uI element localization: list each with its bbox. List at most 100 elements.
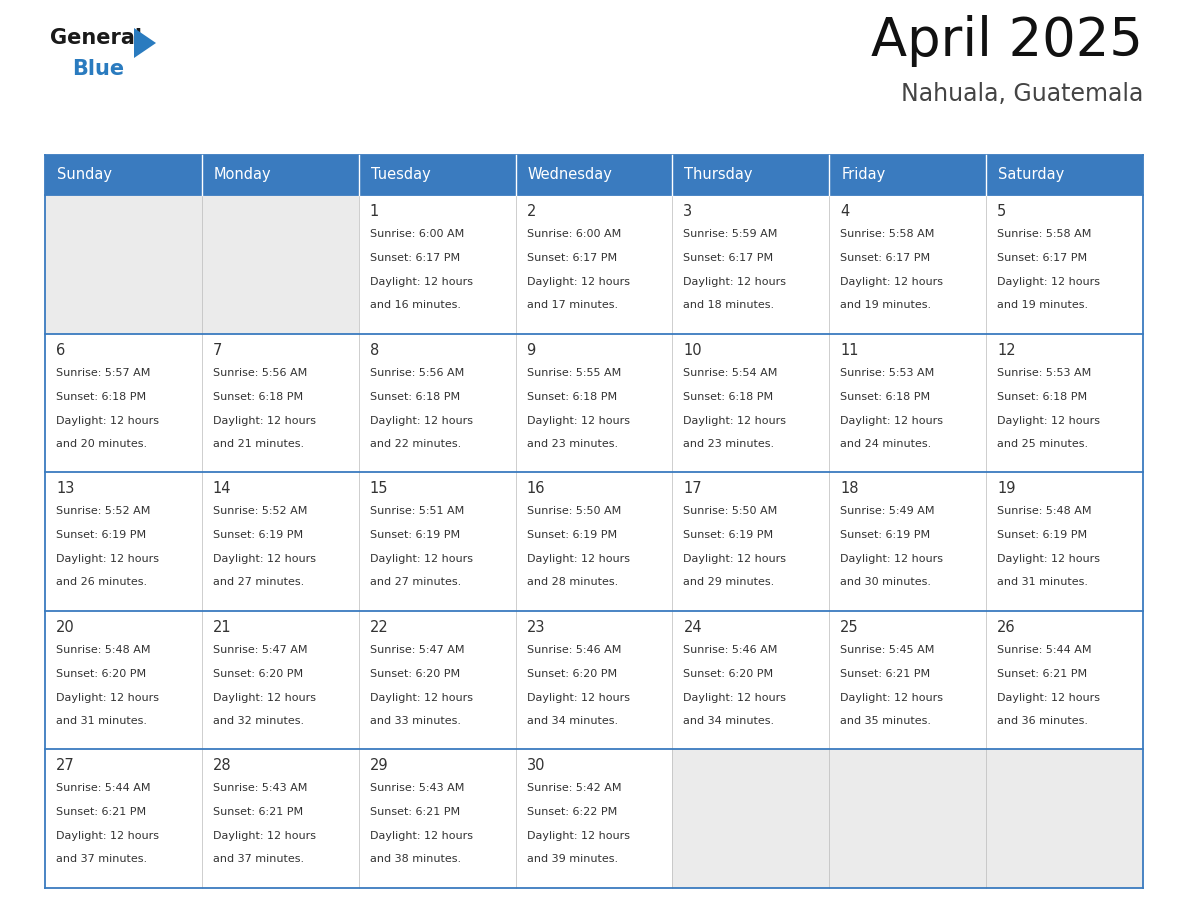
- Text: Sunset: 6:18 PM: Sunset: 6:18 PM: [840, 392, 930, 401]
- Text: Sunrise: 5:51 AM: Sunrise: 5:51 AM: [369, 506, 465, 516]
- Text: Sunrise: 5:42 AM: Sunrise: 5:42 AM: [526, 783, 621, 793]
- Text: Daylight: 12 hours: Daylight: 12 hours: [369, 416, 473, 426]
- Text: Sunrise: 5:48 AM: Sunrise: 5:48 AM: [56, 644, 151, 655]
- Text: Sunset: 6:19 PM: Sunset: 6:19 PM: [997, 531, 1087, 540]
- Text: 12: 12: [997, 342, 1016, 358]
- Text: Daylight: 12 hours: Daylight: 12 hours: [526, 693, 630, 703]
- Text: Sunset: 6:20 PM: Sunset: 6:20 PM: [683, 669, 773, 678]
- Text: Friday: Friday: [841, 167, 885, 183]
- Text: Sunset: 6:18 PM: Sunset: 6:18 PM: [369, 392, 460, 401]
- Text: and 36 minutes.: and 36 minutes.: [997, 716, 1088, 726]
- Text: Daylight: 12 hours: Daylight: 12 hours: [526, 416, 630, 426]
- Bar: [359, 610, 516, 749]
- Bar: [516, 472, 672, 610]
- Text: Daylight: 12 hours: Daylight: 12 hours: [840, 693, 943, 703]
- Text: Sunset: 6:18 PM: Sunset: 6:18 PM: [213, 392, 303, 401]
- Text: and 24 minutes.: and 24 minutes.: [840, 439, 931, 449]
- Bar: [829, 333, 986, 472]
- Text: Sunset: 6:17 PM: Sunset: 6:17 PM: [526, 253, 617, 263]
- Text: Sunrise: 5:47 AM: Sunrise: 5:47 AM: [213, 644, 308, 655]
- Text: Sunset: 6:17 PM: Sunset: 6:17 PM: [997, 253, 1087, 263]
- Text: General: General: [50, 28, 143, 48]
- Text: 27: 27: [56, 758, 75, 773]
- Bar: [672, 333, 829, 472]
- Bar: [359, 195, 516, 333]
- Text: Sunrise: 5:55 AM: Sunrise: 5:55 AM: [526, 367, 621, 377]
- Text: April 2025: April 2025: [871, 15, 1143, 67]
- Text: Sunrise: 5:47 AM: Sunrise: 5:47 AM: [369, 644, 465, 655]
- Text: and 23 minutes.: and 23 minutes.: [683, 439, 775, 449]
- Text: Daylight: 12 hours: Daylight: 12 hours: [369, 832, 473, 842]
- Bar: [829, 749, 986, 888]
- Bar: [202, 610, 359, 749]
- Text: Sunrise: 5:50 AM: Sunrise: 5:50 AM: [683, 506, 778, 516]
- Text: Sunset: 6:20 PM: Sunset: 6:20 PM: [369, 669, 460, 678]
- Bar: [672, 155, 829, 195]
- Text: Daylight: 12 hours: Daylight: 12 hours: [56, 693, 159, 703]
- Text: 17: 17: [683, 481, 702, 497]
- Text: Daylight: 12 hours: Daylight: 12 hours: [213, 693, 316, 703]
- Bar: [45, 472, 202, 610]
- Text: Sunset: 6:19 PM: Sunset: 6:19 PM: [213, 531, 303, 540]
- Text: and 39 minutes.: and 39 minutes.: [526, 855, 618, 865]
- Text: Sunset: 6:21 PM: Sunset: 6:21 PM: [997, 669, 1087, 678]
- Text: 26: 26: [997, 620, 1016, 635]
- Text: and 34 minutes.: and 34 minutes.: [683, 716, 775, 726]
- Text: Sunrise: 5:56 AM: Sunrise: 5:56 AM: [213, 367, 308, 377]
- Text: Daylight: 12 hours: Daylight: 12 hours: [213, 554, 316, 565]
- Text: Daylight: 12 hours: Daylight: 12 hours: [526, 554, 630, 565]
- Text: Daylight: 12 hours: Daylight: 12 hours: [683, 277, 786, 287]
- Bar: [359, 333, 516, 472]
- Text: and 17 minutes.: and 17 minutes.: [526, 300, 618, 310]
- Text: Sunset: 6:17 PM: Sunset: 6:17 PM: [683, 253, 773, 263]
- Bar: [359, 749, 516, 888]
- Text: Sunday: Sunday: [57, 167, 112, 183]
- Text: 3: 3: [683, 204, 693, 219]
- Text: Sunrise: 5:56 AM: Sunrise: 5:56 AM: [369, 367, 465, 377]
- Text: Sunset: 6:22 PM: Sunset: 6:22 PM: [526, 808, 617, 817]
- Bar: [516, 749, 672, 888]
- Bar: [45, 195, 202, 333]
- Text: 18: 18: [840, 481, 859, 497]
- Text: Sunset: 6:20 PM: Sunset: 6:20 PM: [526, 669, 617, 678]
- Text: Sunset: 6:18 PM: Sunset: 6:18 PM: [56, 392, 146, 401]
- Bar: [202, 333, 359, 472]
- Bar: [516, 155, 672, 195]
- Text: Sunrise: 5:43 AM: Sunrise: 5:43 AM: [213, 783, 308, 793]
- Bar: [359, 155, 516, 195]
- Bar: [516, 195, 672, 333]
- Text: Sunrise: 5:44 AM: Sunrise: 5:44 AM: [997, 644, 1092, 655]
- Text: 22: 22: [369, 620, 388, 635]
- Text: Blue: Blue: [72, 59, 124, 79]
- Text: Sunset: 6:18 PM: Sunset: 6:18 PM: [997, 392, 1087, 401]
- Text: Daylight: 12 hours: Daylight: 12 hours: [683, 554, 786, 565]
- Text: 30: 30: [526, 758, 545, 773]
- Text: Sunrise: 5:54 AM: Sunrise: 5:54 AM: [683, 367, 778, 377]
- Text: and 34 minutes.: and 34 minutes.: [526, 716, 618, 726]
- Text: Monday: Monday: [214, 167, 272, 183]
- Text: and 25 minutes.: and 25 minutes.: [997, 439, 1088, 449]
- Text: 5: 5: [997, 204, 1006, 219]
- Text: 2: 2: [526, 204, 536, 219]
- Bar: [516, 333, 672, 472]
- Text: Daylight: 12 hours: Daylight: 12 hours: [997, 554, 1100, 565]
- Text: and 29 minutes.: and 29 minutes.: [683, 577, 775, 588]
- Text: Sunset: 6:21 PM: Sunset: 6:21 PM: [213, 808, 303, 817]
- Text: 20: 20: [56, 620, 75, 635]
- Text: and 20 minutes.: and 20 minutes.: [56, 439, 147, 449]
- Text: Sunset: 6:18 PM: Sunset: 6:18 PM: [683, 392, 773, 401]
- Text: Sunrise: 5:43 AM: Sunrise: 5:43 AM: [369, 783, 465, 793]
- Text: Tuesday: Tuesday: [371, 167, 430, 183]
- Text: Sunrise: 5:44 AM: Sunrise: 5:44 AM: [56, 783, 151, 793]
- Bar: [829, 155, 986, 195]
- Text: Sunrise: 5:58 AM: Sunrise: 5:58 AM: [840, 229, 935, 239]
- Text: and 37 minutes.: and 37 minutes.: [213, 855, 304, 865]
- Bar: [986, 749, 1143, 888]
- Text: Daylight: 12 hours: Daylight: 12 hours: [56, 832, 159, 842]
- Text: 9: 9: [526, 342, 536, 358]
- Text: 11: 11: [840, 342, 859, 358]
- Text: and 32 minutes.: and 32 minutes.: [213, 716, 304, 726]
- Text: Sunrise: 5:53 AM: Sunrise: 5:53 AM: [840, 367, 935, 377]
- Text: Sunrise: 5:45 AM: Sunrise: 5:45 AM: [840, 644, 935, 655]
- Text: Sunrise: 5:52 AM: Sunrise: 5:52 AM: [56, 506, 151, 516]
